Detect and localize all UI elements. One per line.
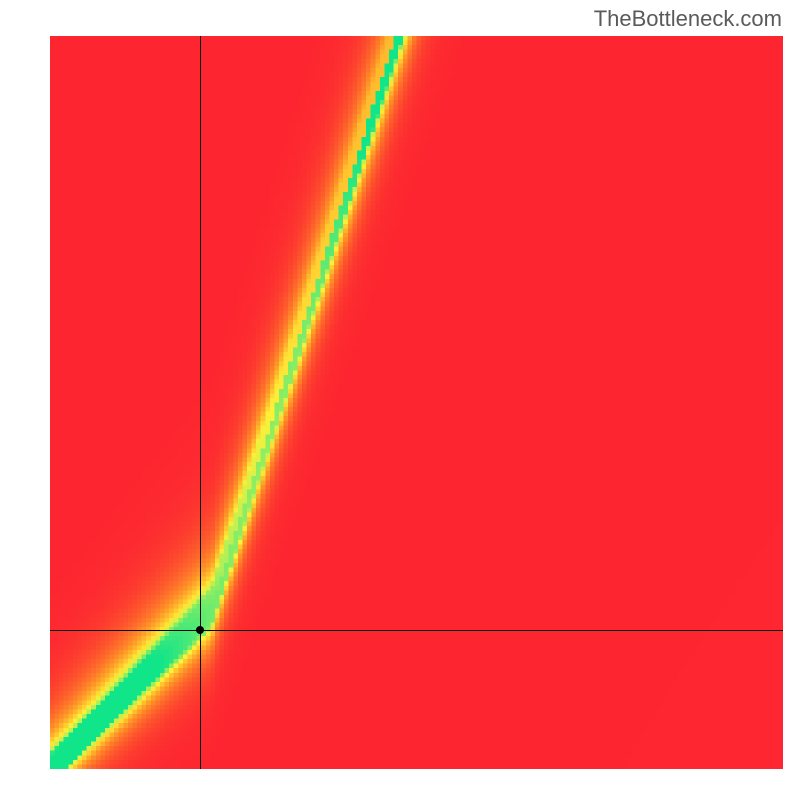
heatmap-canvas	[50, 36, 783, 769]
crosshair-horizontal	[50, 630, 783, 631]
heatmap-plot-area	[50, 36, 783, 769]
crosshair-marker	[196, 626, 204, 634]
watermark-label: TheBottleneck.com	[594, 6, 782, 32]
crosshair-vertical	[200, 36, 201, 769]
